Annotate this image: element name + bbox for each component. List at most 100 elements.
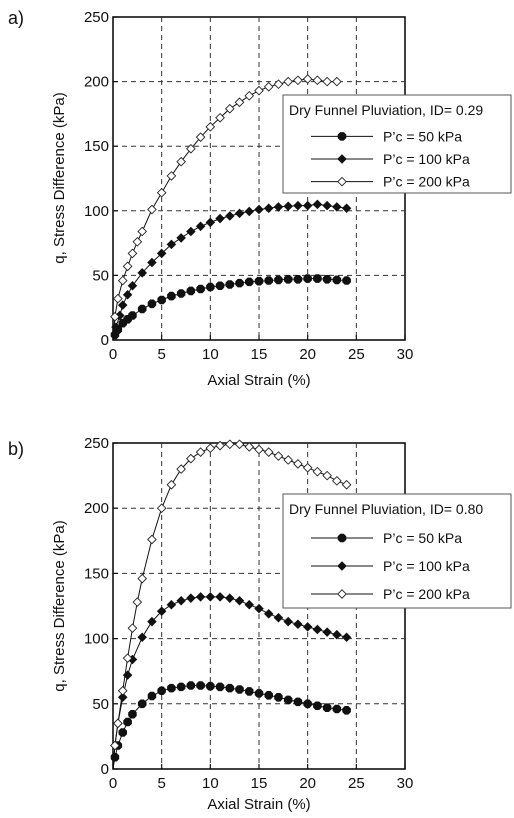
data-point — [195, 132, 206, 142]
data-point — [322, 274, 332, 284]
data-point — [225, 683, 235, 693]
data-point — [128, 311, 137, 320]
data-point — [195, 592, 206, 602]
data-point — [132, 236, 143, 247]
legend-entry: P’c = 50 kPa — [383, 530, 462, 546]
data-point — [313, 701, 322, 710]
series-1 — [110, 274, 351, 341]
data-point — [303, 699, 312, 709]
data-point — [166, 599, 177, 610]
data-point — [254, 603, 264, 614]
data-point — [176, 156, 186, 167]
legend: Dry Funnel Pluviation, ID= 0.80 P’c = 50 … — [282, 493, 512, 609]
data-point — [264, 691, 274, 700]
legend-marker — [337, 533, 347, 543]
data-point — [273, 451, 284, 461]
data-point — [302, 74, 313, 84]
data-point — [110, 311, 120, 322]
data-point — [234, 208, 245, 219]
data-point — [293, 274, 303, 284]
x-tick-label: 5 — [157, 775, 165, 792]
x-tick-label: 25 — [348, 775, 365, 792]
data-point — [122, 653, 133, 663]
data-point — [235, 278, 244, 288]
data-point — [147, 299, 157, 309]
data-point — [122, 290, 133, 300]
data-point — [123, 717, 132, 727]
data-point — [176, 289, 186, 298]
data-point — [254, 276, 264, 286]
data-point — [302, 462, 313, 473]
data-point — [156, 187, 167, 198]
legend-entry: P’c = 200 kPa — [383, 586, 470, 602]
data-point — [117, 692, 128, 703]
data-point — [110, 753, 120, 762]
data-point — [156, 606, 167, 616]
data-point — [273, 202, 284, 212]
data-point — [206, 681, 215, 691]
data-point — [322, 627, 332, 637]
data-point — [302, 622, 313, 632]
data-point — [322, 76, 332, 87]
legend-entry: P’c = 50 kPa — [383, 128, 462, 144]
data-point — [186, 226, 196, 237]
data-point — [215, 281, 225, 291]
y-tick-label: 50 — [92, 267, 109, 284]
data-point — [147, 616, 157, 627]
y-tick-label: 100 — [84, 203, 109, 220]
data-point — [293, 697, 303, 707]
y-tick-label: 50 — [92, 696, 109, 713]
legend-marker — [337, 154, 347, 164]
data-point — [186, 143, 196, 154]
data-point — [332, 76, 342, 87]
series-2 — [111, 199, 352, 341]
data-point — [196, 681, 205, 690]
y-tick-label: 0 — [101, 761, 109, 778]
data-point — [244, 206, 255, 217]
data-point — [254, 444, 264, 455]
data-point — [195, 221, 206, 232]
data-point — [274, 275, 283, 285]
data-point — [176, 682, 186, 692]
data-point — [132, 597, 143, 607]
data-point — [117, 685, 128, 696]
data-point — [273, 79, 284, 90]
data-point — [167, 291, 176, 301]
data-point — [263, 203, 274, 213]
data-point — [195, 447, 206, 457]
legend-box — [282, 493, 512, 609]
data-point — [127, 280, 138, 291]
y-tick-label: 0 — [101, 332, 109, 349]
data-point — [166, 479, 177, 490]
data-point — [332, 202, 342, 212]
data-point — [127, 248, 138, 259]
data-point — [254, 689, 264, 698]
panel-b-label: b) — [8, 439, 25, 459]
x-tick-label: 0 — [109, 346, 117, 363]
x-tick-label: 10 — [202, 775, 219, 792]
data-point — [234, 97, 245, 108]
data-point — [312, 624, 323, 635]
series-line — [112, 685, 347, 770]
legend-marker — [337, 176, 347, 187]
data-point — [118, 728, 127, 737]
data-point — [137, 632, 147, 643]
series-2 — [110, 592, 352, 770]
x-tick-label: 30 — [397, 775, 414, 792]
legend-title: Dry Funnel Pluviation, ID= 0.80 — [289, 501, 483, 517]
data-point — [225, 211, 235, 221]
data-point — [332, 704, 342, 714]
data-point — [283, 616, 293, 627]
data-point — [167, 683, 176, 693]
series-line — [112, 78, 337, 341]
data-point — [196, 284, 205, 294]
legend-entry: P’c = 100 kPa — [383, 558, 470, 574]
data-point — [215, 682, 225, 692]
y-axis-label: q, Stress Difference (kPa) — [51, 92, 68, 263]
x-tick-label: 0 — [109, 775, 117, 792]
data-point — [332, 629, 342, 640]
data-point — [244, 277, 254, 287]
data-point — [157, 686, 166, 695]
data-point — [234, 596, 245, 606]
